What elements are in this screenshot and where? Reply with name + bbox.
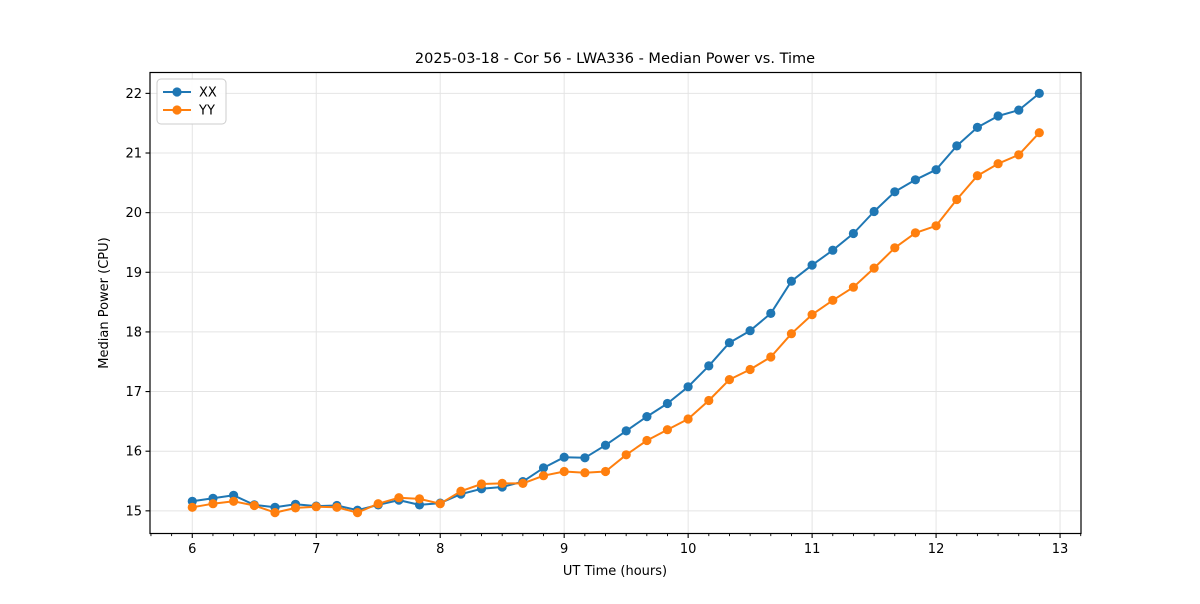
series-yy-marker: [745, 364, 755, 375]
series-yy-marker: [828, 295, 838, 305]
series-yy-marker: [993, 159, 1003, 169]
plot-border: [149, 71, 1082, 535]
series-xx-marker: [1014, 105, 1024, 115]
series-yy-marker: [786, 329, 797, 339]
series-yy-marker: [559, 466, 569, 477]
series-xx-marker: [621, 426, 631, 436]
series-yy-marker: [931, 221, 941, 231]
series-yy-marker: [642, 435, 652, 446]
series-xx-marker: [972, 122, 983, 132]
series-yy-line: [192, 132, 1041, 514]
y-tick-label: 21: [125, 147, 142, 162]
y-tick-label: 19: [125, 266, 142, 281]
series-yy-marker: [1034, 128, 1044, 138]
series-yy-marker: [538, 471, 549, 481]
x-tick-label: 12: [928, 542, 945, 557]
series-yy-marker: [600, 466, 611, 477]
legend-label: XX: [199, 86, 217, 101]
series-yy-marker: [724, 375, 735, 385]
chart-title: 2025-03-18 - Cor 56 - LWA336 - Median Po…: [415, 51, 815, 67]
series-yy-marker: [683, 414, 693, 424]
series-yy-marker: [848, 282, 859, 292]
series-yy-marker: [972, 171, 983, 181]
series-xx-marker: [890, 187, 900, 197]
x-tick-label: 13: [1052, 542, 1069, 557]
series-yy-marker: [766, 352, 776, 362]
series-yy-marker: [249, 500, 259, 511]
x-tick-label: 8: [436, 542, 444, 557]
series-yy-marker: [270, 507, 280, 518]
series-xx-marker: [683, 382, 693, 392]
grid-layer: [150, 72, 1081, 534]
series-yy-marker: [208, 499, 218, 509]
y-tick-label: 16: [125, 445, 142, 460]
y-tick-label: 17: [125, 385, 142, 400]
x-tick-label: 10: [680, 542, 697, 557]
series-yy-marker: [1014, 150, 1024, 160]
y-tick-label: 15: [125, 504, 142, 519]
series-yy-marker: [352, 507, 363, 518]
series-xx-marker: [952, 141, 962, 151]
series-xx-marker: [848, 228, 859, 239]
series-yy-marker: [952, 194, 962, 205]
series-xx-marker: [931, 165, 941, 175]
series-yy-marker: [704, 395, 714, 406]
series-yy-marker: [621, 450, 631, 460]
series-yy-marker: [332, 502, 342, 512]
series-yy-marker: [414, 494, 425, 504]
series-yy-marker: [807, 310, 817, 320]
legend-label: YY: [198, 104, 215, 119]
series-xx-marker: [786, 276, 797, 286]
series-yy-marker: [311, 502, 321, 512]
series-xx-marker: [704, 361, 714, 371]
series-xx-marker: [724, 338, 735, 348]
series-yy-marker: [580, 468, 590, 478]
series-xx-marker: [993, 111, 1003, 121]
series-yy-marker: [518, 478, 528, 488]
x-axis-label: UT Time (hours): [563, 564, 667, 579]
series-xx-marker: [662, 398, 673, 409]
series-xx-marker: [559, 452, 569, 462]
series-yy-marker: [869, 263, 879, 273]
x-tick-label: 6: [188, 542, 196, 557]
series-yy-marker: [229, 496, 239, 506]
axis-layer: 6 7 8 9 10 11 12 13 15 16 17 18 19 20 21 22: [125, 71, 1082, 557]
y-tick-label: 18: [125, 325, 142, 340]
y-axis-label: Median Power (CPU): [97, 237, 112, 368]
series-xx-marker: [869, 206, 879, 217]
series-yy-marker: [187, 502, 197, 512]
series-yy-marker: [890, 243, 900, 253]
series-yy-marker: [910, 228, 921, 238]
series-yy-marker: [497, 478, 507, 488]
x-tick-label: 9: [560, 542, 568, 557]
series-yy-marker: [394, 493, 404, 503]
legend-marker: [172, 105, 182, 115]
series-xx-marker: [600, 440, 611, 450]
x-tick-label: 11: [804, 542, 821, 557]
x-tick-label: 7: [312, 542, 320, 557]
legend: XX YY: [156, 78, 227, 125]
legend-marker: [172, 87, 182, 97]
series-yy-marker: [290, 503, 301, 513]
y-tick-label: 20: [125, 206, 142, 221]
series-xx-marker: [766, 308, 776, 318]
series-xx-line: [192, 92, 1040, 512]
series-yy-marker: [435, 499, 445, 509]
series-yy-marker: [456, 486, 466, 496]
series-xx-marker: [642, 412, 652, 422]
series-xx-marker: [745, 326, 755, 336]
series-xx-marker: [1034, 88, 1044, 98]
series-xx-marker: [538, 463, 549, 473]
series-xx-marker: [580, 453, 590, 463]
series-yy-marker: [476, 479, 487, 489]
series-xx-marker: [828, 245, 838, 255]
series-xx-marker: [807, 260, 817, 270]
y-tick-label: 22: [125, 87, 142, 102]
series-xx-marker: [910, 175, 921, 185]
series-yy-marker: [373, 499, 383, 509]
series-layer: [187, 88, 1044, 518]
series-yy-marker: [662, 425, 673, 435]
